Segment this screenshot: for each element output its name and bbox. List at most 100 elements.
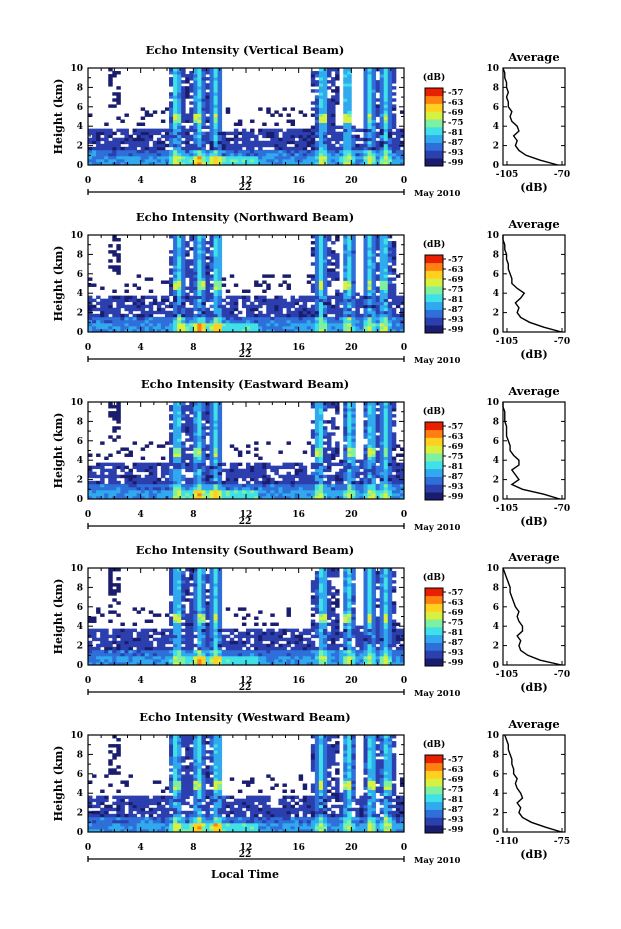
avg-ytick-label: 4 [493,456,499,466]
echo-cell [274,122,279,126]
echo-cell [193,134,198,139]
echo-cell [173,143,178,148]
echo-cell [189,319,194,324]
echo-cell [189,426,194,430]
echo-cell [217,128,223,133]
echo-cell [318,98,324,102]
echo-cell [221,146,227,151]
echo-cell [318,492,324,497]
echo-cell [140,462,146,467]
echo-cell [177,95,182,99]
echo-cell [140,631,146,636]
echo-cell [371,292,377,297]
echo-cell [156,149,162,154]
echo-cell [266,304,271,309]
echo-cell [379,161,385,166]
echo-cell [351,426,356,430]
echo-cell [148,161,154,166]
echo-cell [116,402,121,406]
echo-cell [302,304,308,309]
echo-cell [112,589,117,593]
echo-cell [128,149,133,154]
average-frame [502,401,566,500]
echo-cell [387,152,393,157]
echo-cell [363,77,368,81]
echo-cell [128,649,133,654]
echo-cell [160,146,166,151]
echo-cell [347,259,352,263]
echo-cell [363,304,368,309]
echo-cell [213,265,219,269]
echo-cell [343,95,348,99]
echo-cell [335,137,340,142]
echo-cell [108,474,113,479]
echo-cell [391,155,397,160]
echo-cell [391,289,397,293]
echo-cell [379,256,385,260]
echo-cell [177,444,182,448]
echo-cell [169,316,174,321]
echo-cell [379,271,385,275]
echo-cell [217,146,223,151]
echo-cell [124,652,129,657]
echo-cell [331,268,336,272]
echo-cell [132,283,138,287]
echo-cell [124,658,129,663]
echo-cell [156,649,162,654]
echo-cell [160,316,166,321]
echo-cell [322,325,328,330]
echo-cell [185,146,190,151]
echo-cell [213,301,219,306]
echo-cell [367,77,372,81]
echo-cell [108,471,113,476]
echo-cell [250,143,255,148]
echo-cell [351,253,356,257]
echo-cell [314,259,320,263]
echo-cell [318,116,324,120]
echo-cell [120,131,125,136]
echo-cell [136,495,142,500]
echo-cell [156,316,162,321]
echo-cell [233,298,239,303]
echo-cell [173,241,178,245]
echo-cell [185,271,190,275]
echo-cell [173,98,178,102]
echo-cell [335,125,340,130]
echo-cell [387,235,393,239]
echo-cell [213,271,219,275]
echo-cell [169,492,174,497]
echo-cell [302,295,308,300]
echo-cell [189,235,194,239]
echo-cell [140,489,146,494]
echo-cell [302,468,308,473]
echo-cell [351,295,356,300]
echo-cell [177,495,182,500]
echo-cell [189,483,194,488]
echo-cell [213,313,219,318]
echo-cell [160,134,166,139]
echo-cell [387,295,393,300]
echo-cell [363,325,368,330]
echo-cell [229,155,235,160]
echo-cell [270,158,275,163]
xtick-label: 8 [190,510,196,520]
echo-cell [169,250,174,254]
echo-cell [391,441,397,445]
echo-cell [246,474,251,479]
echo-cell [387,480,393,485]
echo-cell [286,441,291,445]
echo-cell [331,495,336,500]
echo-cell [169,277,174,281]
echo-cell [177,250,182,254]
echo-cell [310,316,316,321]
echo-cell [318,477,324,482]
echo-cell [367,131,372,136]
echo-cell [246,468,251,473]
echo-cell [148,646,154,651]
echo-cell [197,268,202,272]
echo-cell [258,155,263,160]
echo-cell [112,637,117,642]
echo-cell [233,152,239,157]
echo-cell [225,146,231,151]
echo-cell [335,98,340,102]
